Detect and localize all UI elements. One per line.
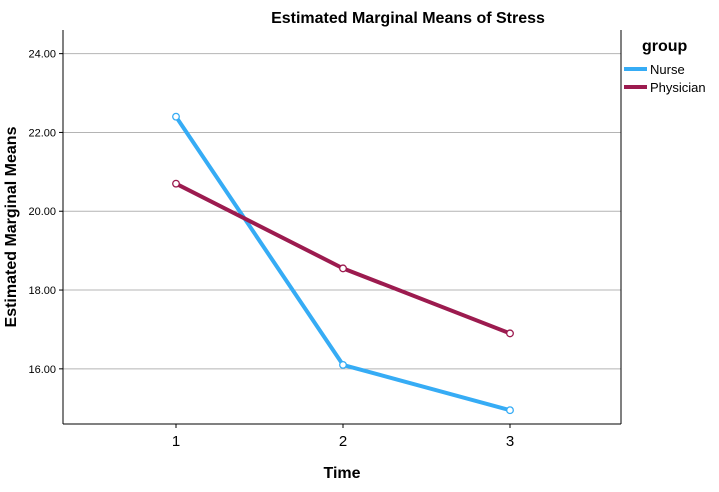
x-tick-label: 3 xyxy=(506,433,514,450)
chart-title: Estimated Marginal Means of Stress xyxy=(271,10,545,27)
y-axis-title: Estimated Marginal Means xyxy=(3,126,20,327)
x-tick-label: 2 xyxy=(339,433,347,450)
data-point-nurse xyxy=(506,406,514,415)
y-tick-label: 18.00 xyxy=(28,285,56,297)
data-point-physician xyxy=(172,179,180,188)
legend-label-nurse: Nurse xyxy=(650,62,685,77)
legend-items: Nurse Physician xyxy=(624,62,706,95)
legend: group Nurse Physician xyxy=(624,38,706,95)
gridlines xyxy=(63,53,621,370)
series-lines xyxy=(172,112,514,415)
data-point-nurse xyxy=(172,112,180,121)
legend-title: group xyxy=(642,38,688,55)
y-tick-label: 22.00 xyxy=(28,127,56,139)
y-tick-label: 16.00 xyxy=(28,364,56,376)
legend-label-physician: Physician xyxy=(650,80,706,95)
y-tick-label: 20.00 xyxy=(28,206,56,218)
axes: 16.00 18.00 20.00 22.00 24.00 1 2 3 xyxy=(28,30,622,450)
x-tick-label: 1 xyxy=(172,433,180,450)
series-line-physician xyxy=(174,181,512,336)
y-tick-label: 24.00 xyxy=(28,49,56,61)
data-point-nurse xyxy=(339,360,347,369)
x-axis-title: Time xyxy=(323,465,360,482)
data-point-physician xyxy=(506,329,514,338)
data-point-physician xyxy=(339,264,347,273)
